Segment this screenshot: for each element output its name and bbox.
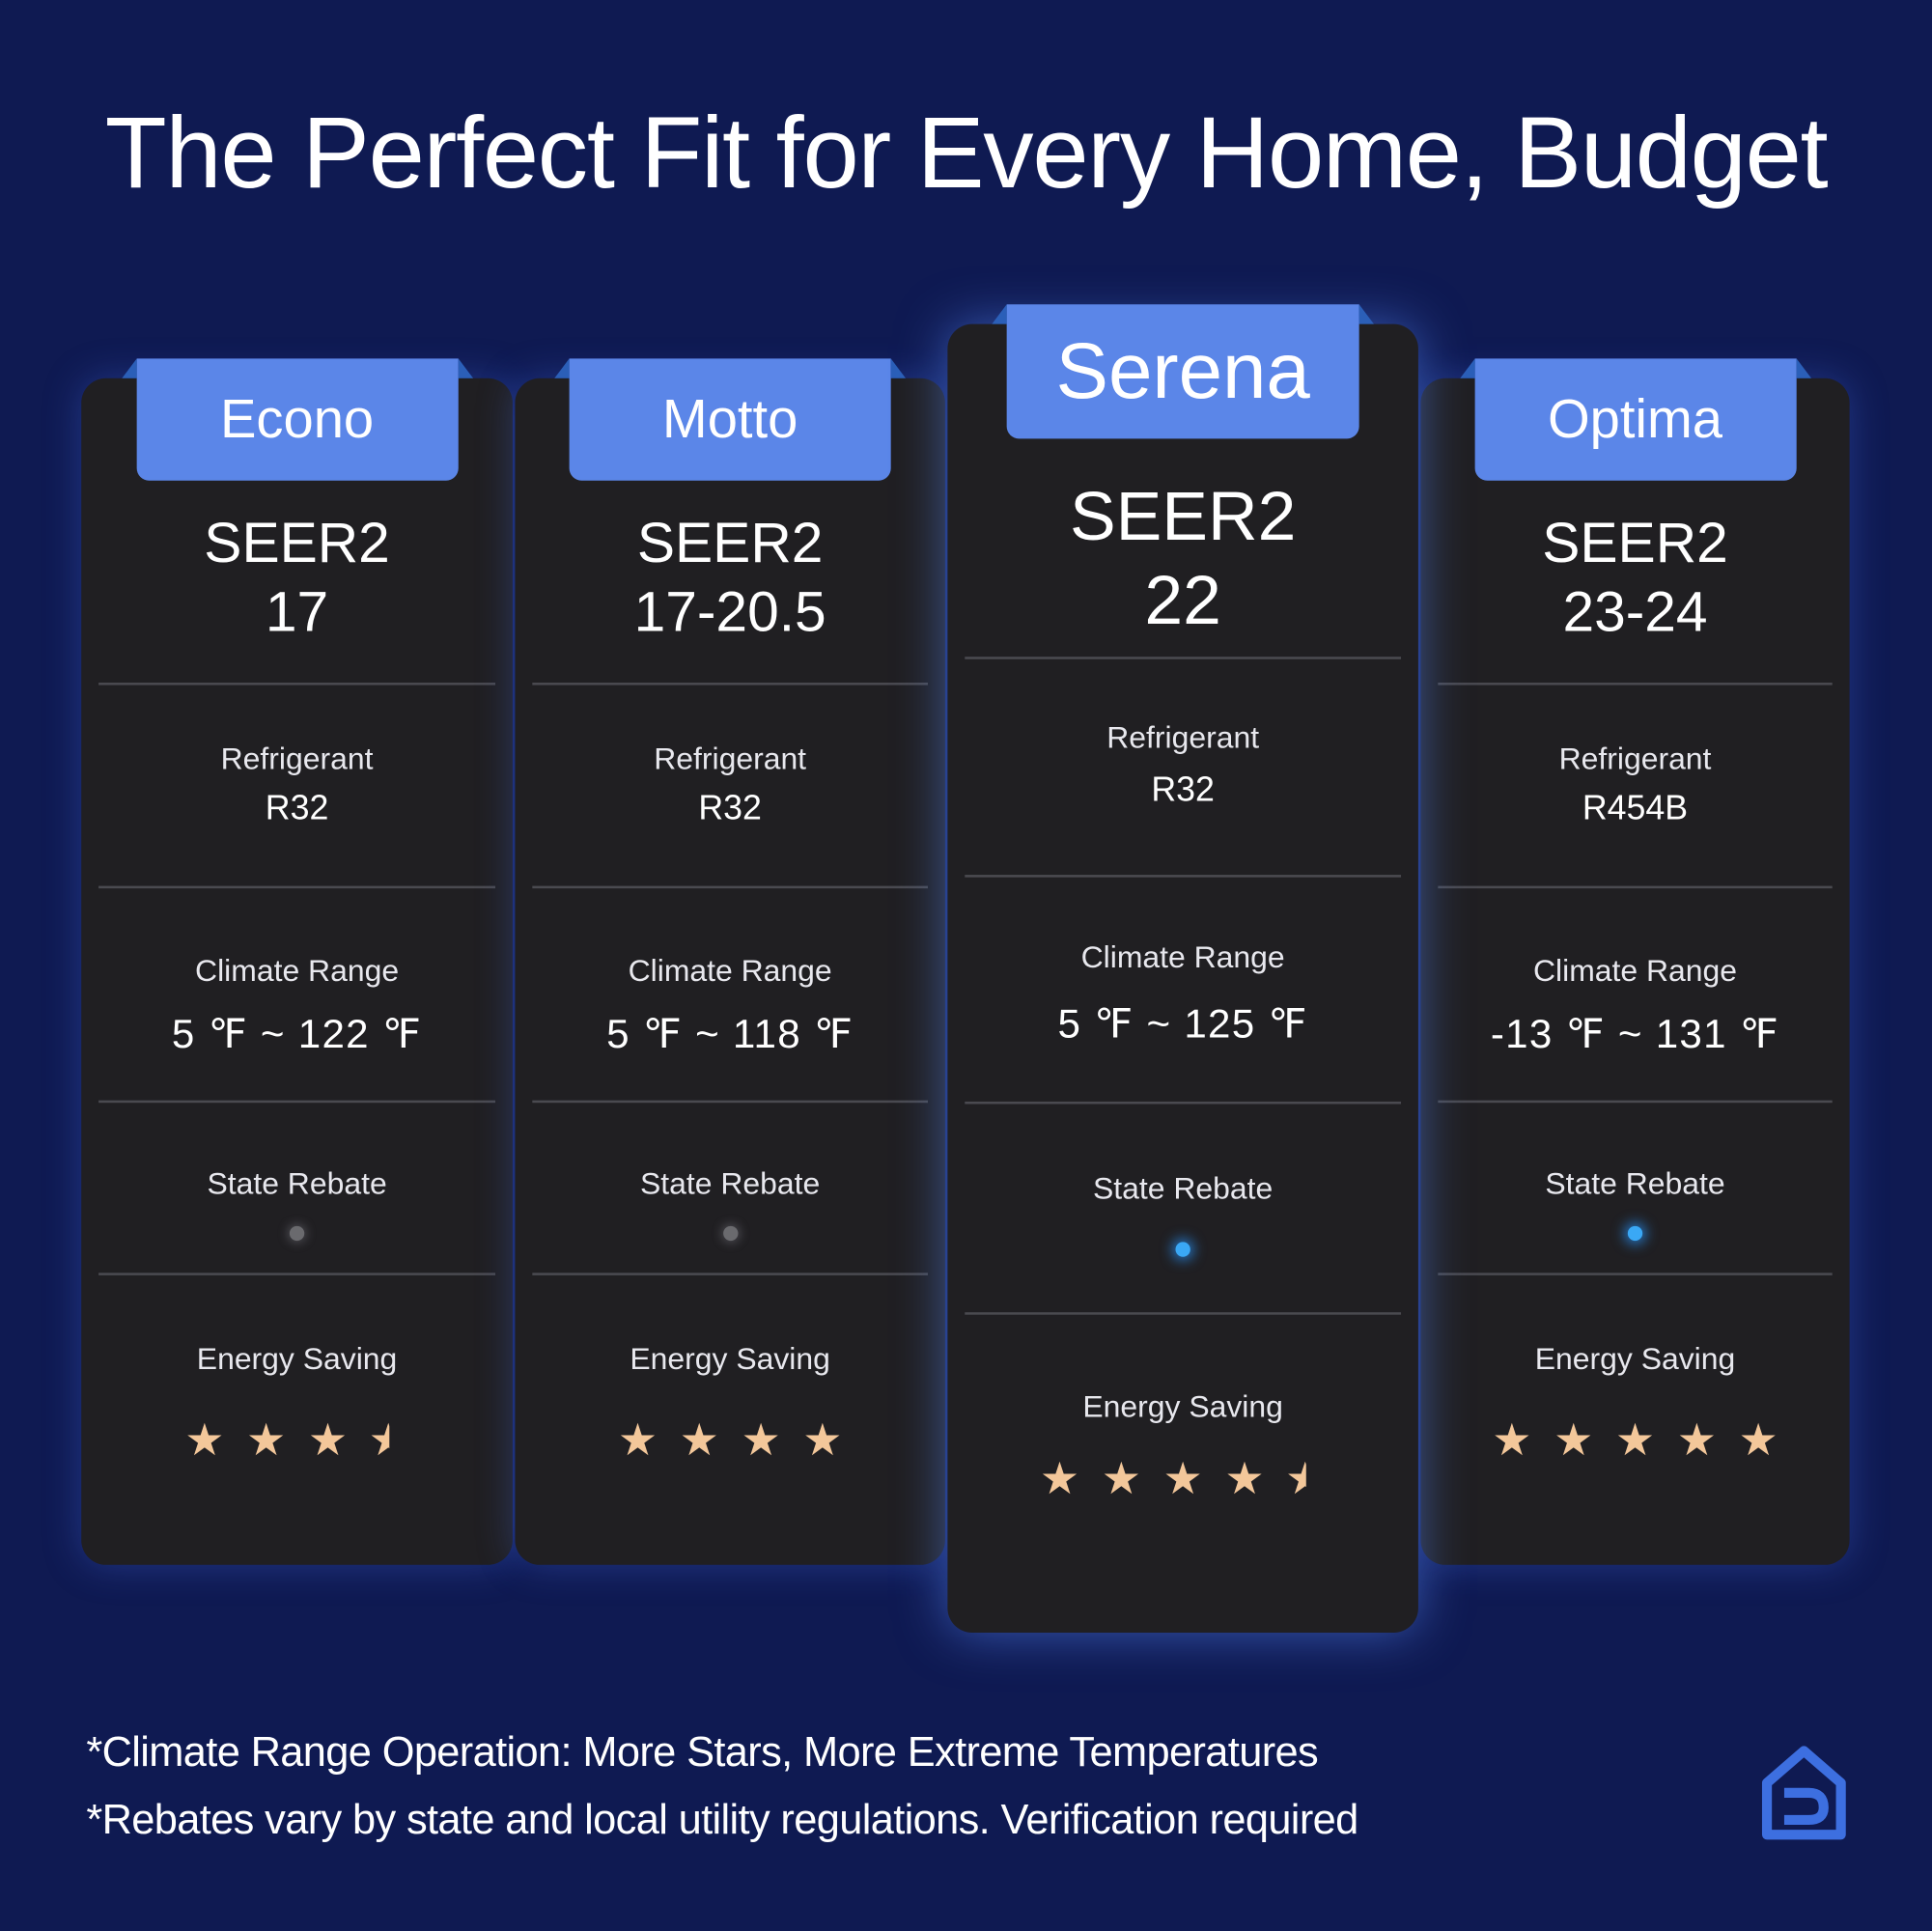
climate-label: Climate Range [195, 953, 400, 989]
star: ★ [1224, 1457, 1265, 1500]
seer-value: 17 [265, 578, 329, 644]
rebate-indicator [289, 1225, 305, 1242]
divider [965, 1101, 1402, 1105]
product-name: Motto [554, 358, 907, 481]
star: ★ [184, 1419, 225, 1462]
divider [965, 657, 1402, 659]
star: ★ [1614, 1419, 1656, 1462]
rebate-indicator [1627, 1225, 1643, 1242]
star: ★ [1039, 1457, 1080, 1500]
star: ★ [741, 1419, 781, 1462]
refrigerant-label: Refrigerant [1558, 742, 1712, 777]
seer-label: SEER2 [1069, 476, 1297, 555]
seer-label: SEER2 [1542, 510, 1728, 574]
energy-stars: ★ ★ ★ ★ ★ [1420, 1419, 1849, 1461]
star: ★ [1554, 1419, 1594, 1462]
rebate-indicator [1175, 1242, 1190, 1257]
product-name: Serena [992, 304, 1374, 439]
climate-value: -13 ℉ ~ 131 ℉ [1490, 1010, 1780, 1056]
refrigerant-label: Refrigerant [654, 742, 807, 777]
divider [1438, 1100, 1833, 1104]
star: ★ [1738, 1419, 1778, 1462]
star: ★ [679, 1419, 719, 1462]
product-name: Optima [1459, 358, 1811, 481]
star: ★ [802, 1419, 843, 1462]
energy-stars: ★ ★ ★ ★ [515, 1419, 944, 1461]
divider [98, 1100, 496, 1104]
climate-value: 5 ℉ ~ 118 ℉ [606, 1010, 854, 1056]
rebate-label: State Rebate [1545, 1166, 1725, 1202]
divider [1438, 885, 1833, 889]
star: ★ [1162, 1457, 1203, 1500]
logo [1761, 1746, 1846, 1840]
divider [1438, 1273, 1833, 1275]
energy-label: Energy Saving [196, 1341, 398, 1377]
divider [965, 1312, 1402, 1315]
divider [532, 1100, 928, 1104]
refrigerant-value: R32 [265, 788, 329, 827]
energy-stars: ★ ★ ★ ★ [81, 1419, 513, 1461]
divider [98, 885, 496, 889]
seer-value: 22 [1144, 560, 1221, 639]
product-card: Econo SEER2 17 Refrigerant R32 Climate Range 5… [81, 358, 513, 1565]
divider [532, 1273, 928, 1275]
energy-stars: ★ ★ ★ ★ ★ [947, 1458, 1418, 1499]
energy-label: Energy Saving [1082, 1389, 1283, 1425]
divider [98, 683, 496, 686]
divider [1438, 683, 1833, 686]
refrigerant-value: R32 [698, 788, 762, 827]
star: ★ [246, 1419, 287, 1462]
refrigerant-label: Refrigerant [1106, 720, 1260, 756]
product-card: Motto SEER2 17-20.5 Refrigerant R32 Climate R… [515, 358, 945, 1565]
star: ★ [1676, 1419, 1717, 1462]
star: ★ [1492, 1419, 1532, 1462]
footnote: *Rebates vary by state and local utility… [86, 1796, 1358, 1844]
star: ★ [307, 1419, 349, 1462]
rebate-label: State Rebate [640, 1166, 821, 1202]
footnotes: *Climate Range Operation: More Stars, Mo… [86, 1719, 1358, 1854]
seer-value: 17-20.5 [633, 578, 826, 644]
seer-label: SEER2 [636, 510, 824, 574]
climate-value: 5 ℉ ~ 125 ℉ [1057, 1000, 1308, 1047]
divider [98, 1273, 496, 1275]
footnote: *Climate Range Operation: More Stars, Mo… [86, 1728, 1319, 1777]
refrigerant-value: R454B [1582, 788, 1689, 827]
refrigerant-label: Refrigerant [220, 742, 374, 777]
energy-label: Energy Saving [630, 1341, 830, 1377]
rebate-label: State Rebate [1093, 1171, 1274, 1207]
climate-label: Climate Range [628, 953, 832, 989]
climate-label: Climate Range [1532, 953, 1738, 989]
divider [532, 885, 928, 889]
star: ★ [1101, 1457, 1141, 1500]
rebate-label: State Rebate [207, 1166, 387, 1202]
refrigerant-value: R32 [1151, 770, 1215, 809]
climate-value: 5 ℉ ~ 122 ℉ [171, 1010, 423, 1056]
title: The Perfect Fit for Every Home, Budget [104, 97, 1829, 210]
seer-value: 23-24 [1562, 578, 1708, 644]
rebate-indicator [722, 1225, 738, 1242]
star: ★ [617, 1419, 658, 1462]
star: ★ [1285, 1458, 1306, 1499]
product-name: Econo [121, 358, 473, 481]
divider [965, 875, 1402, 878]
seer-label: SEER2 [204, 510, 390, 574]
star: ★ [369, 1419, 390, 1461]
climate-label: Climate Range [1080, 939, 1285, 975]
product-card: Optima SEER2 23-24 Refrigerant R454B Climate … [1420, 358, 1850, 1565]
divider [532, 683, 928, 686]
product-card: Serena SEER2 22 Refrigerant R32 Climate Range… [947, 304, 1418, 1633]
energy-label: Energy Saving [1534, 1341, 1736, 1377]
